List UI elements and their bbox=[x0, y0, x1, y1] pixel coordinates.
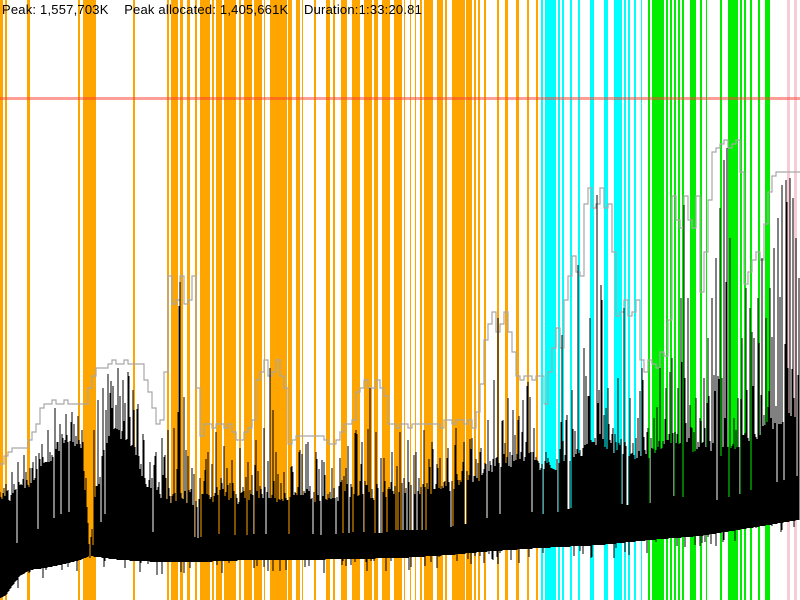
gc-stripe-cyan bbox=[558, 0, 560, 600]
gc-stripe-orange bbox=[333, 0, 335, 600]
gc-stripe-cyan bbox=[578, 0, 580, 600]
gc-stripe-orange bbox=[244, 0, 252, 600]
gc-stripe-orange bbox=[78, 0, 80, 600]
gc-stripe-green bbox=[765, 0, 770, 600]
gc-stripe-cyan bbox=[634, 0, 636, 600]
gc-stripe-orange bbox=[516, 0, 519, 600]
gc-stripe-cyan bbox=[590, 0, 594, 600]
gc-stripe-cyan bbox=[641, 0, 642, 600]
gc-stripe-green bbox=[740, 0, 742, 600]
gc-stripe-green bbox=[678, 0, 680, 600]
heap-used-series bbox=[0, 148, 800, 598]
gc-stripe-orange bbox=[352, 0, 360, 600]
gc-stripe-orange bbox=[424, 0, 433, 600]
gc-stripe-orange bbox=[394, 0, 402, 600]
gc-stripe-orange bbox=[264, 0, 265, 600]
gc-stripe-orange bbox=[0, 0, 3, 600]
gc-stripe-cyan bbox=[628, 0, 630, 600]
stats-header: Peak: 1,557,703K Peak allocated: 1,405,6… bbox=[2, 2, 434, 18]
gc-stripe-cyan bbox=[604, 0, 608, 600]
gc-stripe-cyan bbox=[562, 0, 564, 600]
gc-stripe-green bbox=[750, 0, 752, 600]
gc-stripe-pink bbox=[787, 0, 790, 600]
gc-stripe-green bbox=[706, 0, 707, 600]
gc-stripe-orange bbox=[415, 0, 416, 600]
gc-stripe-orange bbox=[364, 0, 372, 600]
gc-stripe-orange bbox=[404, 0, 405, 600]
gc-stripe-orange bbox=[497, 0, 499, 600]
gc-stripe-orange bbox=[171, 0, 178, 600]
duration-label: Duration:1:33:20.81 bbox=[304, 2, 423, 17]
gc-stripe-orange bbox=[341, 0, 347, 600]
gc-stripe-cyan bbox=[541, 0, 543, 600]
gc-stripe-green bbox=[670, 0, 672, 600]
peak-marker-line bbox=[0, 97, 800, 100]
gc-stripe-orange bbox=[505, 0, 508, 600]
gc-stripe-orange bbox=[288, 0, 292, 600]
gc-stripe-green bbox=[690, 0, 696, 600]
gc-stripe-green bbox=[720, 0, 722, 600]
gc-stripe-orange bbox=[527, 0, 529, 600]
gc-stripe-orange bbox=[478, 0, 480, 600]
gc-stripe-orange bbox=[83, 0, 96, 600]
gc-stripe-orange bbox=[326, 0, 330, 600]
heap-allocated-series bbox=[0, 139, 800, 465]
gc-stripe-cyan bbox=[570, 0, 572, 600]
gc-stripe-orange bbox=[484, 0, 486, 600]
gc-stripe-orange bbox=[466, 0, 472, 600]
gc-stripe-orange bbox=[374, 0, 378, 600]
gc-stripe-orange bbox=[224, 0, 236, 600]
gc-stripe-orange bbox=[254, 0, 262, 600]
gc-stripe-orange bbox=[382, 0, 390, 600]
gc-stripe-orange bbox=[445, 0, 447, 600]
gc-stripe-green bbox=[728, 0, 738, 600]
gc-stripe-orange bbox=[180, 0, 183, 600]
gc-stripe-orange bbox=[302, 0, 303, 600]
gc-stripe-orange bbox=[410, 0, 411, 600]
gc-stripe-orange bbox=[270, 0, 287, 600]
gc-stripe-green bbox=[682, 0, 684, 600]
gc-stripe-green bbox=[674, 0, 676, 600]
gc-stripe-green bbox=[744, 0, 746, 600]
gc-stripe-orange bbox=[27, 0, 30, 600]
gc-stripe-green bbox=[648, 0, 650, 600]
gc-stripe-green bbox=[758, 0, 760, 600]
gc-stripe-orange bbox=[200, 0, 210, 600]
peak-label: Peak: 1,557,703K bbox=[2, 2, 109, 17]
gc-stripe-orange bbox=[420, 0, 422, 600]
gc-stripe-orange bbox=[216, 0, 222, 600]
gc-stripe-cyan bbox=[545, 0, 556, 600]
gc-stripe-orange bbox=[133, 0, 135, 600]
gc-stripe-cyan bbox=[614, 0, 622, 600]
gc-stripe-orange bbox=[314, 0, 316, 600]
gc-stripe-orange bbox=[437, 0, 443, 600]
gc-stripe-green bbox=[700, 0, 702, 600]
gc-stripe-green bbox=[666, 0, 668, 600]
gc-stripe-orange bbox=[296, 0, 300, 600]
gc-stripe-orange bbox=[212, 0, 214, 600]
gc-stripe-orange bbox=[239, 0, 241, 600]
peak-allocated-label: Peak allocated: 1,405,661K bbox=[124, 2, 289, 17]
gc-stripe-orange bbox=[474, 0, 476, 600]
gc-stripe-orange bbox=[536, 0, 538, 600]
gc-stripe-orange bbox=[5, 0, 7, 600]
